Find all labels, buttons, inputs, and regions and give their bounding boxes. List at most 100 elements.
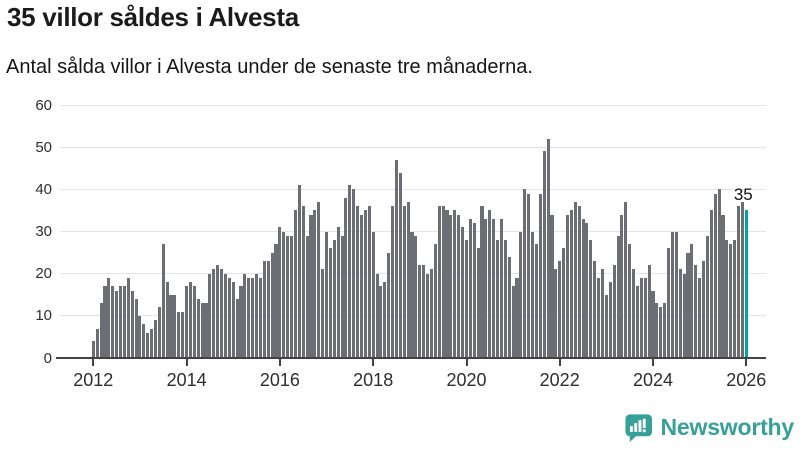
bar bbox=[223, 273, 227, 358]
x-axis-tick-2018 bbox=[372, 359, 375, 366]
x-axis-tick-2016 bbox=[278, 359, 281, 366]
bar bbox=[612, 265, 616, 358]
bar bbox=[663, 303, 667, 358]
bar bbox=[383, 282, 387, 358]
bar bbox=[639, 277, 643, 358]
bar bbox=[173, 294, 177, 358]
bar bbox=[227, 277, 231, 358]
bar bbox=[604, 294, 608, 358]
bar bbox=[204, 303, 208, 358]
bar bbox=[519, 231, 523, 358]
bar bbox=[398, 172, 402, 358]
bar bbox=[632, 269, 636, 358]
bar bbox=[118, 286, 123, 358]
bar bbox=[729, 244, 733, 358]
bar bbox=[142, 324, 146, 358]
bar bbox=[472, 223, 476, 358]
bar bbox=[721, 214, 725, 358]
bar bbox=[379, 286, 383, 358]
bar bbox=[694, 265, 698, 358]
bar bbox=[709, 210, 713, 358]
bar bbox=[589, 239, 593, 358]
bar bbox=[597, 277, 601, 358]
bar bbox=[717, 189, 721, 358]
bar bbox=[297, 185, 301, 358]
bar bbox=[344, 197, 348, 358]
bar bbox=[387, 252, 391, 358]
bar bbox=[643, 277, 647, 358]
bar bbox=[492, 218, 496, 358]
x-axis-label-2026: 2026 bbox=[726, 370, 767, 390]
bar bbox=[507, 256, 511, 358]
gridline-y40 bbox=[60, 188, 766, 190]
bar bbox=[437, 206, 441, 358]
bar bbox=[453, 210, 457, 358]
y-axis-label: 50 bbox=[35, 138, 52, 156]
bar bbox=[628, 244, 632, 358]
bar bbox=[480, 206, 484, 358]
bar bbox=[527, 193, 531, 358]
bar bbox=[515, 277, 519, 358]
bar bbox=[468, 218, 472, 358]
bar bbox=[130, 290, 134, 358]
bar bbox=[678, 269, 682, 358]
x-axis-tick-2012 bbox=[92, 359, 95, 366]
bar bbox=[122, 286, 126, 358]
x-axis-label-2022: 2022 bbox=[539, 370, 580, 390]
bar bbox=[286, 235, 290, 358]
bar bbox=[562, 248, 566, 358]
bar bbox=[464, 239, 468, 358]
bar bbox=[647, 265, 651, 358]
bar bbox=[146, 332, 150, 358]
bar bbox=[313, 210, 317, 358]
y-axis-label: 40 bbox=[35, 180, 52, 198]
bar bbox=[150, 328, 154, 358]
bar bbox=[523, 189, 527, 358]
bar bbox=[410, 231, 414, 358]
bar bbox=[686, 252, 690, 358]
bar bbox=[659, 307, 663, 358]
x-axis-label-2020: 2020 bbox=[446, 370, 487, 390]
bar bbox=[161, 244, 165, 358]
newsworthy-logo[interactable]: Newsworthy bbox=[623, 412, 794, 443]
bar bbox=[651, 290, 655, 358]
bar bbox=[282, 231, 286, 358]
bar bbox=[367, 206, 371, 358]
bar bbox=[212, 269, 216, 358]
bar bbox=[208, 273, 212, 358]
bar bbox=[713, 193, 717, 358]
bar bbox=[200, 303, 204, 358]
bar bbox=[165, 282, 169, 358]
bar bbox=[488, 210, 492, 358]
bar bbox=[192, 286, 196, 358]
y-axis-label: 0 bbox=[43, 349, 52, 367]
y-axis-label: 10 bbox=[35, 307, 52, 325]
bar bbox=[255, 273, 259, 358]
y-axis-label: 20 bbox=[35, 265, 52, 283]
bar bbox=[99, 303, 103, 358]
bar bbox=[185, 286, 189, 358]
bar bbox=[169, 294, 173, 358]
bar bbox=[181, 311, 185, 358]
bar bbox=[274, 244, 278, 358]
bar bbox=[655, 303, 659, 358]
bar bbox=[577, 206, 581, 358]
bar bbox=[600, 269, 605, 358]
bar bbox=[740, 202, 744, 358]
bar bbox=[736, 206, 741, 358]
bar bbox=[554, 269, 558, 358]
bar bbox=[270, 252, 274, 358]
bar bbox=[336, 227, 340, 358]
bar bbox=[251, 277, 255, 358]
bar bbox=[340, 235, 344, 358]
bar bbox=[457, 214, 461, 358]
bar bbox=[188, 282, 192, 358]
bar bbox=[243, 273, 247, 358]
bar bbox=[220, 269, 224, 358]
bar bbox=[126, 277, 130, 358]
bar bbox=[620, 214, 624, 358]
x-axis-tick-2014 bbox=[185, 359, 188, 366]
chart-subtitle: Antal sålda villor i Alvesta under de se… bbox=[6, 56, 533, 78]
bar bbox=[324, 231, 329, 358]
bar bbox=[418, 265, 422, 358]
